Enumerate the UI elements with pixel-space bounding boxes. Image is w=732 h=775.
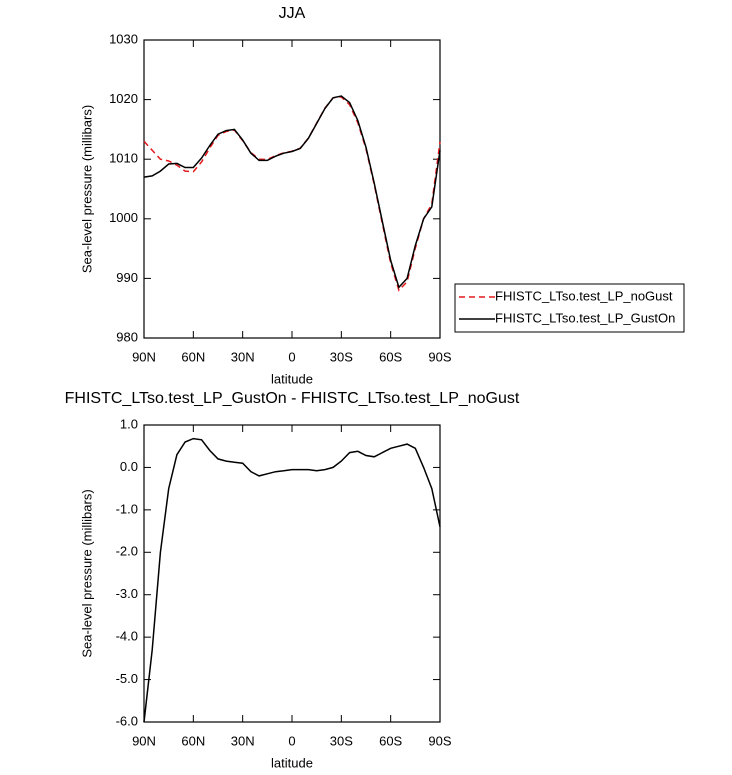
x-tick-label: 90S [428,733,451,748]
x-tick-label: 30N [231,349,255,364]
y-tick-label: 0.0 [120,459,138,474]
x-tick-label: 60N [181,733,205,748]
legend-label: FHISTC_LTso.test_LP_GustOn [495,310,675,325]
y-tick-label: -5.0 [116,671,138,686]
x-axis-label: latitude [271,755,313,770]
data-line [143,95,441,289]
x-tick-label: 60S [379,349,402,364]
x-tick-label: 90N [132,349,156,364]
chart-title: JJA [279,5,306,22]
plot-frame [143,39,441,339]
y-tick-label: 1.0 [120,416,138,431]
y-tick-label: 990 [116,270,138,285]
y-tick-label: 1020 [109,91,138,106]
y-tick-label: 1010 [109,151,138,166]
x-tick-label: 60N [181,349,205,364]
data-line [143,437,441,723]
y-tick-label: -6.0 [116,713,138,728]
y-tick-label: -1.0 [116,501,138,516]
y-axis-label: Sea-level pressure (millibars) [79,105,94,273]
y-tick-label: 1030 [109,31,138,46]
y-tick-label: -4.0 [116,629,138,644]
x-tick-label: 90N [132,733,156,748]
y-tick-label: -2.0 [116,544,138,559]
y-tick-label: 1000 [109,210,138,225]
chart-title: FHISTC_LTso.test_LP_GustOn - FHISTC_LTso… [65,390,520,407]
legend-label: FHISTC_LTso.test_LP_noGust [495,288,673,303]
x-tick-label: 0 [288,733,295,748]
x-tick-label: 30S [330,349,353,364]
data-line [143,96,441,292]
y-axis-label: Sea-level pressure (millibars) [79,489,94,657]
x-tick-label: 60S [379,733,402,748]
legend-box [454,283,685,333]
x-tick-label: 90S [428,349,451,364]
x-tick-label: 0 [288,349,295,364]
y-tick-label: -3.0 [116,586,138,601]
x-tick-label: 30N [231,733,255,748]
x-tick-label: 30S [330,733,353,748]
x-axis-label: latitude [271,371,313,386]
y-tick-label: 980 [116,329,138,344]
plot-frame [143,424,441,723]
